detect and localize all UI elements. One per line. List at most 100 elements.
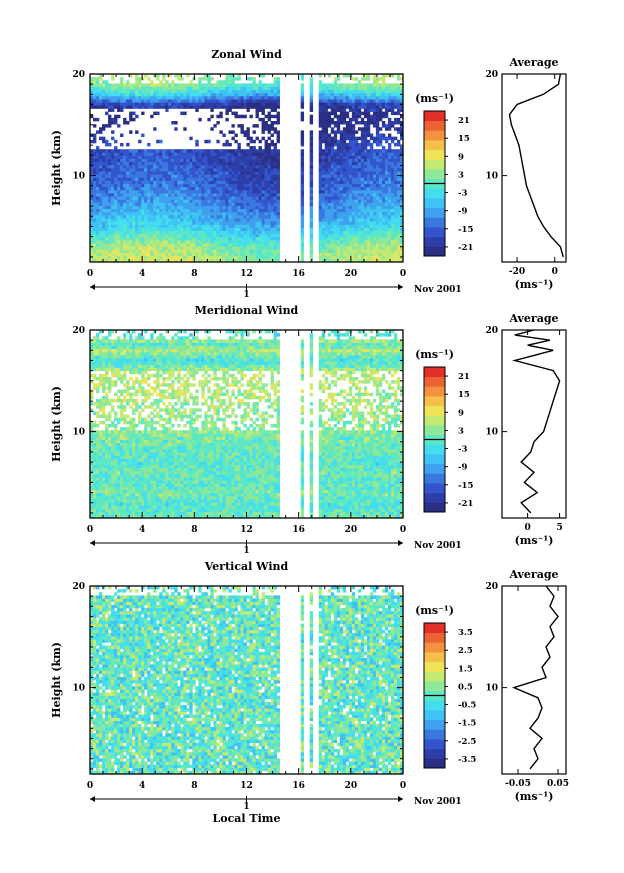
heatmap-cell [90,189,94,194]
heatmap-cell [387,208,392,213]
heatmap-cell [225,80,229,84]
heatmap-cell [129,205,133,210]
heatmap-cell [372,218,377,222]
heatmap-cell [309,161,314,166]
heatmap-cell [249,221,253,225]
heatmap-cell [93,136,97,141]
heatmap-cell [201,189,205,194]
heatmap-cell [375,105,380,109]
heatmap-cell [111,208,115,213]
heatmap-cell [360,149,365,153]
heatmap-cell [270,199,274,203]
heatmap-cell [144,196,148,200]
heatmap-cell [195,89,199,94]
heatmap-cell [192,168,196,172]
heatmap-cell [93,336,97,340]
heatmap-cell [237,193,241,197]
heatmap-cell [210,258,214,263]
heatmap-cell [378,111,383,116]
heatmap-cell [228,227,232,232]
heatmap-cell [105,193,109,197]
heatmap-cell [102,186,106,191]
heatmap-cell [123,183,127,188]
heatmap-cell [99,186,103,191]
heatmap-cell [261,202,265,206]
heatmap-cell [258,155,262,159]
heatmap-cell [219,105,223,109]
heatmap-cell [336,189,341,194]
heatmap-cell [135,161,139,166]
heatmap-cell [318,130,323,134]
panel-title: Zonal Wind [211,48,282,61]
heatmap-cell [183,199,187,203]
heatmap-cell [180,221,184,225]
heatmap-cell [252,139,256,144]
heatmap-cell [216,202,220,206]
heatmap-cell [129,255,133,260]
heatmap-cell [309,108,314,112]
heatmap-cell [192,236,196,241]
heatmap-cell [228,74,232,78]
heatmap-cell [102,158,106,163]
heatmap-cell [270,108,274,112]
heatmap-cell [318,102,323,106]
heatmap-cell [252,80,256,84]
heatmap-cell [171,233,175,238]
heatmap-cell [351,230,356,235]
heatmap-cell [273,80,277,84]
heatmap-cell [210,236,214,241]
heatmap-cell [126,205,130,210]
heatmap-cell [189,105,193,109]
heatmap-cell [378,211,383,216]
heatmap-cell [183,243,187,247]
heatmap-cell [198,102,202,106]
heatmap-cell [213,246,217,250]
heatmap-cell [147,180,151,185]
heatmap-cell [360,215,365,219]
heatmap-cell [216,149,220,153]
heatmap-cell [201,249,205,253]
heatmap-cell [327,111,332,116]
heatmap-cell [330,161,335,166]
heatmap-cell [117,152,121,156]
heatmap-cell [177,255,181,260]
heatmap-cell [111,158,115,163]
heatmap-cell [165,171,169,175]
heatmap-cell [378,86,383,91]
heatmap-cell [162,174,166,178]
heatmap-cell [258,233,262,238]
heatmap-cell [327,255,332,260]
heatmap-cell [369,92,374,97]
heatmap-cell [342,117,347,122]
heatmap-cell [276,168,280,172]
heatmap-cell [309,89,314,94]
heatmap-cell [132,196,136,200]
heatmap-cell [390,224,395,228]
heatmap-cell [372,108,377,112]
heatmap-cell [90,211,94,216]
heatmap-cell [375,130,380,134]
heatmap-cell [243,161,247,166]
heatmap-cell [354,155,359,159]
heatmap-cell [159,89,163,94]
heatmap-cell [168,158,172,163]
heatmap-cell [375,155,380,159]
heatmap-cell [231,240,235,244]
heatmap-cell [396,233,401,238]
heatmap-cell [249,208,253,213]
heatmap-cell [90,227,94,232]
heatmap-cell [99,149,103,153]
heatmap-cell [192,215,196,219]
heatmap-cell [354,174,359,178]
heatmap-cell [372,171,377,175]
heatmap-cell [90,486,94,491]
heatmap-cell [150,252,154,257]
heatmap-cell [330,230,335,235]
heatmap-cell [342,114,347,119]
heatmap-cell [249,146,253,150]
heatmap-cell [318,218,323,222]
heatmap-cell [165,227,169,232]
heatmap-cell [96,452,100,456]
heatmap-cell [324,130,329,134]
heatmap-cell [108,183,112,188]
